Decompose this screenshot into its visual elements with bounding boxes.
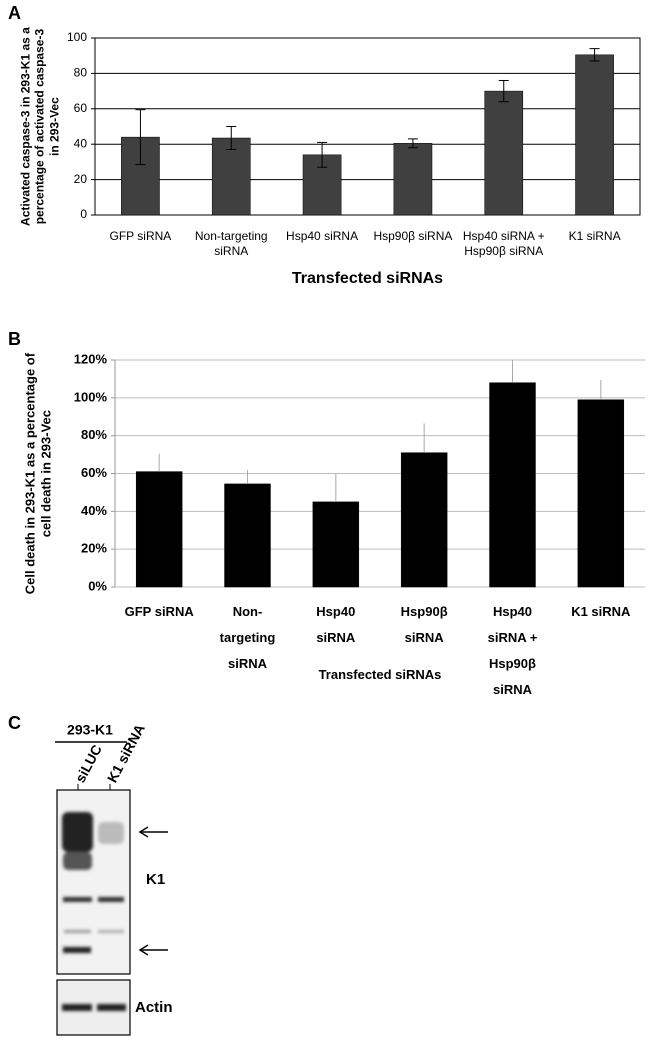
x-tick-label: Hsp90β siRNA — [373, 229, 453, 243]
x-axis-title: Transfected siRNAs — [291, 270, 444, 287]
bar — [575, 54, 614, 216]
y-tick-label: 40 — [74, 136, 88, 150]
band-label: Actin — [135, 999, 173, 1016]
y-axis-title: Activated caspase-3 in 293-K1 as a perce… — [18, 27, 62, 226]
x-tick-label: Hsp90β siRNA — [400, 604, 448, 645]
x-tick-label: Hsp40 siRNA + Hsp90β siRNA — [487, 604, 538, 697]
y-tick-label: 0 — [80, 207, 87, 221]
x-tick-label: K1 siRNA — [568, 229, 621, 243]
bar — [400, 452, 448, 588]
x-tick-label: K1 siRNA — [571, 604, 631, 619]
y-tick-label: 120% — [74, 351, 108, 366]
y-tick-label: 20% — [81, 541, 107, 556]
y-tick-label: 0% — [88, 578, 107, 593]
y-axis-title: Cell death in 293-K1 as a percentage of … — [22, 352, 53, 595]
bar — [224, 483, 271, 588]
bar — [393, 143, 433, 216]
y-tick-label: 60% — [81, 465, 107, 480]
band-label: K1 — [146, 871, 165, 888]
blot-actin — [56, 979, 131, 1036]
bar — [577, 399, 625, 588]
x-tick-label: Non-targeting siRNA — [219, 604, 276, 671]
blot-group: 293-K1 — [67, 722, 113, 738]
x-tick-label: GFP siRNA — [124, 604, 194, 619]
x-tick-label: Hsp40 siRNA — [316, 604, 356, 645]
blot-k1 — [56, 789, 131, 975]
plot-border — [94, 37, 641, 216]
panel-label: B — [8, 329, 21, 349]
x-tick-label: Hsp40 siRNA + Hsp90β siRNA — [462, 229, 545, 258]
y-tick-label: 40% — [81, 503, 107, 518]
x-tick-label: Non-targeting siRNA — [194, 229, 268, 258]
y-tick-label: 60 — [74, 101, 88, 115]
panel-label: C — [8, 713, 21, 733]
bar — [484, 90, 524, 216]
y-tick-label: 100 — [67, 30, 87, 44]
y-tick-label: 20 — [74, 172, 88, 186]
bar — [211, 137, 251, 216]
x-tick-label: Hsp40 siRNA — [286, 229, 359, 243]
bar — [135, 471, 183, 588]
bar — [312, 501, 360, 588]
x-axis-title: Transfected siRNAs — [318, 667, 442, 682]
arrow — [138, 826, 168, 956]
panel-label: A — [8, 3, 21, 23]
y-tick-label: 100% — [74, 389, 108, 404]
lane-label: siLUC — [72, 742, 105, 785]
y-tick-label: 80 — [74, 66, 88, 80]
y-tick-label: 80% — [81, 427, 107, 442]
bar — [489, 382, 536, 588]
x-tick-label: GFP siRNA — [109, 229, 172, 243]
